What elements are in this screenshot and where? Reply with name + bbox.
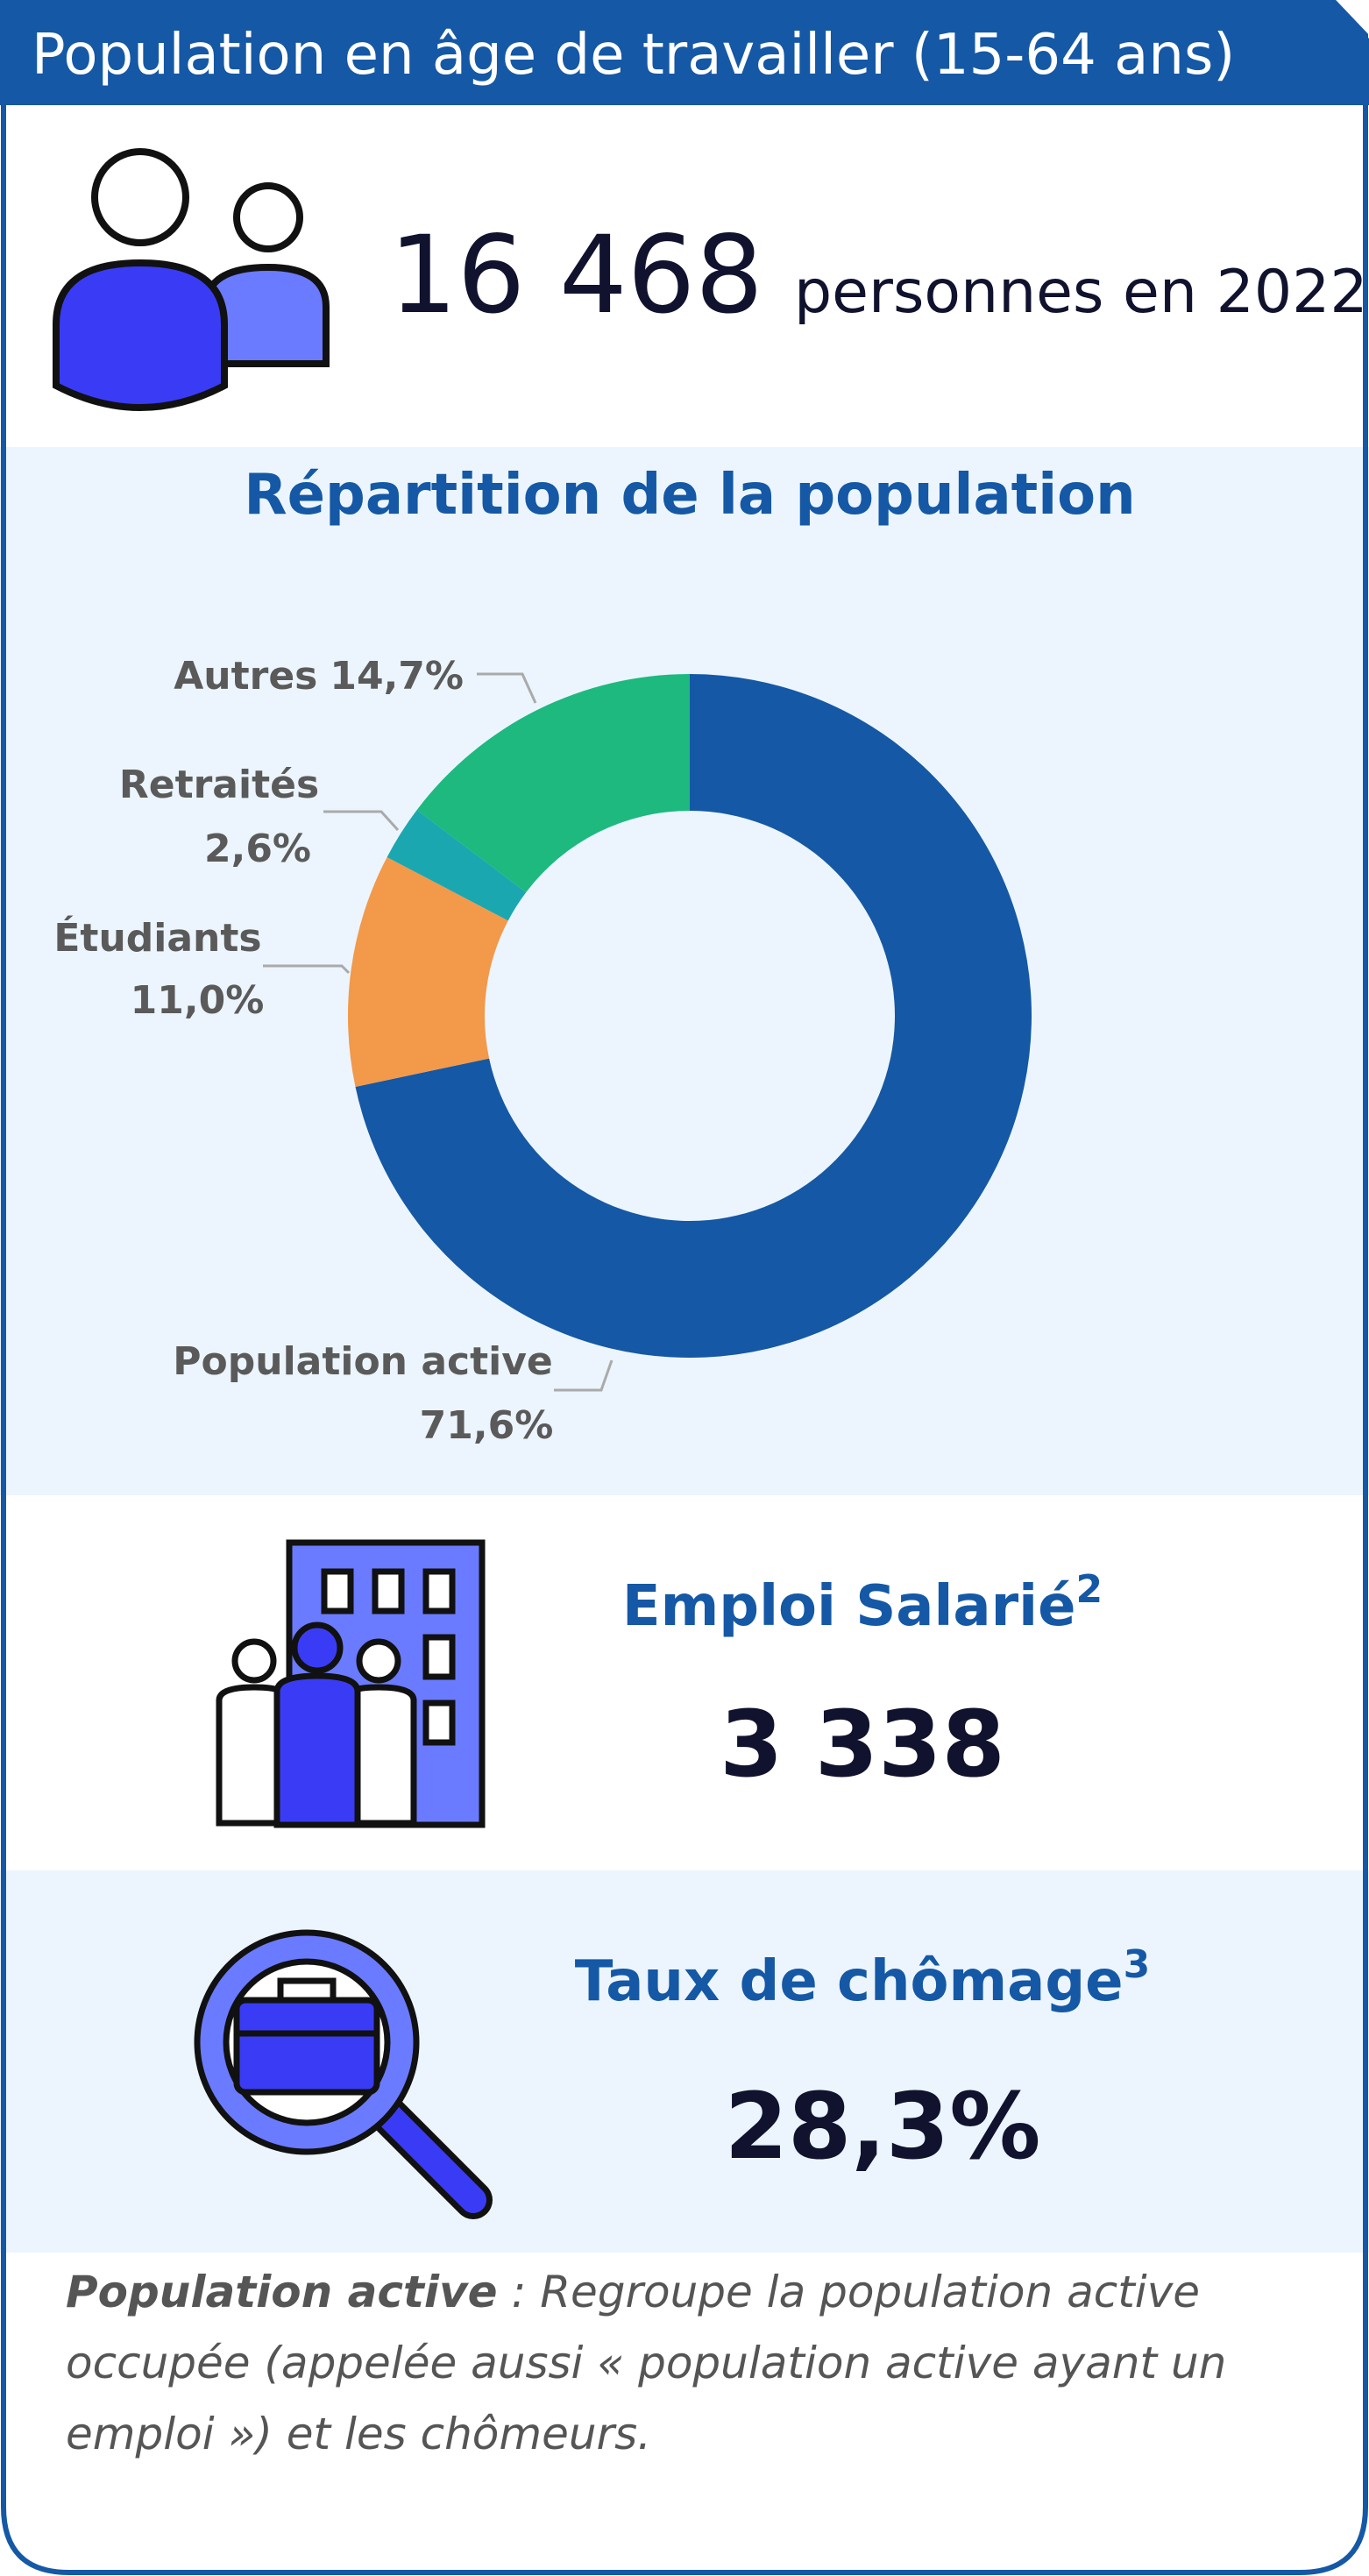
leader-line — [477, 672, 537, 704]
header-bar — [0, 0, 1369, 105]
donut-slice — [355, 674, 1032, 1359]
footnote-line: Population active : Regroupe la populati… — [66, 2267, 1200, 2317]
leader-line — [554, 1359, 614, 1392]
slice-label: Autres 14,7% — [174, 654, 464, 699]
leader-line — [323, 810, 400, 832]
chomage-title: Taux de chômage — [575, 1949, 1124, 2014]
footnote-line: occupée (appelée aussi « population acti… — [66, 2338, 1226, 2388]
chomage-value: 28,3% — [725, 2073, 1041, 2180]
leader-line — [263, 964, 351, 975]
donut-slice — [347, 856, 508, 1087]
emploi-value: 3 338 — [720, 1691, 1005, 1798]
footnote-line: emploi ») et les chômeurs. — [66, 2409, 651, 2459]
slice-value: 2,6% — [204, 827, 311, 871]
emploi-note: 2 — [1076, 1567, 1103, 1612]
emploi-title: Emploi Salarié — [622, 1574, 1076, 1639]
donut-slice — [387, 810, 527, 921]
footnote-text: : Regroupe la population active — [498, 2267, 1200, 2317]
slice-value: 14,7% — [330, 654, 464, 699]
donut: Population active 71,6% Étudiants 11,0% Retr… — [53, 654, 1032, 1448]
people-icon — [53, 148, 330, 411]
footnote-term: Population active — [66, 2267, 498, 2317]
slice-category: Retraités — [119, 763, 319, 807]
population-label: personnes en 2022 — [794, 258, 1368, 327]
slice-value: 71,6% — [420, 1403, 554, 1448]
population-stat: 16 468 personnes en 2022 — [389, 213, 1368, 337]
chart-title: Répartition de la population — [244, 463, 1135, 528]
population-value: 16 468 — [389, 213, 763, 337]
chomage-note: 3 — [1124, 1942, 1151, 1987]
magnifier-icon — [194, 1929, 493, 2219]
header-title: Population en âge de travailler (15-64 a… — [32, 23, 1235, 88]
slice-category: Population active — [173, 1339, 552, 1384]
donut-slice — [416, 674, 690, 893]
slice-category: Autres — [174, 654, 317, 699]
chomage-heading: Taux de chômage3 — [575, 1942, 1150, 2014]
slice-category: Étudiants — [53, 914, 261, 961]
building-icon — [216, 1539, 486, 1828]
slice-value: 11,0% — [131, 978, 265, 1023]
emploi-heading: Emploi Salarié2 — [622, 1567, 1103, 1639]
